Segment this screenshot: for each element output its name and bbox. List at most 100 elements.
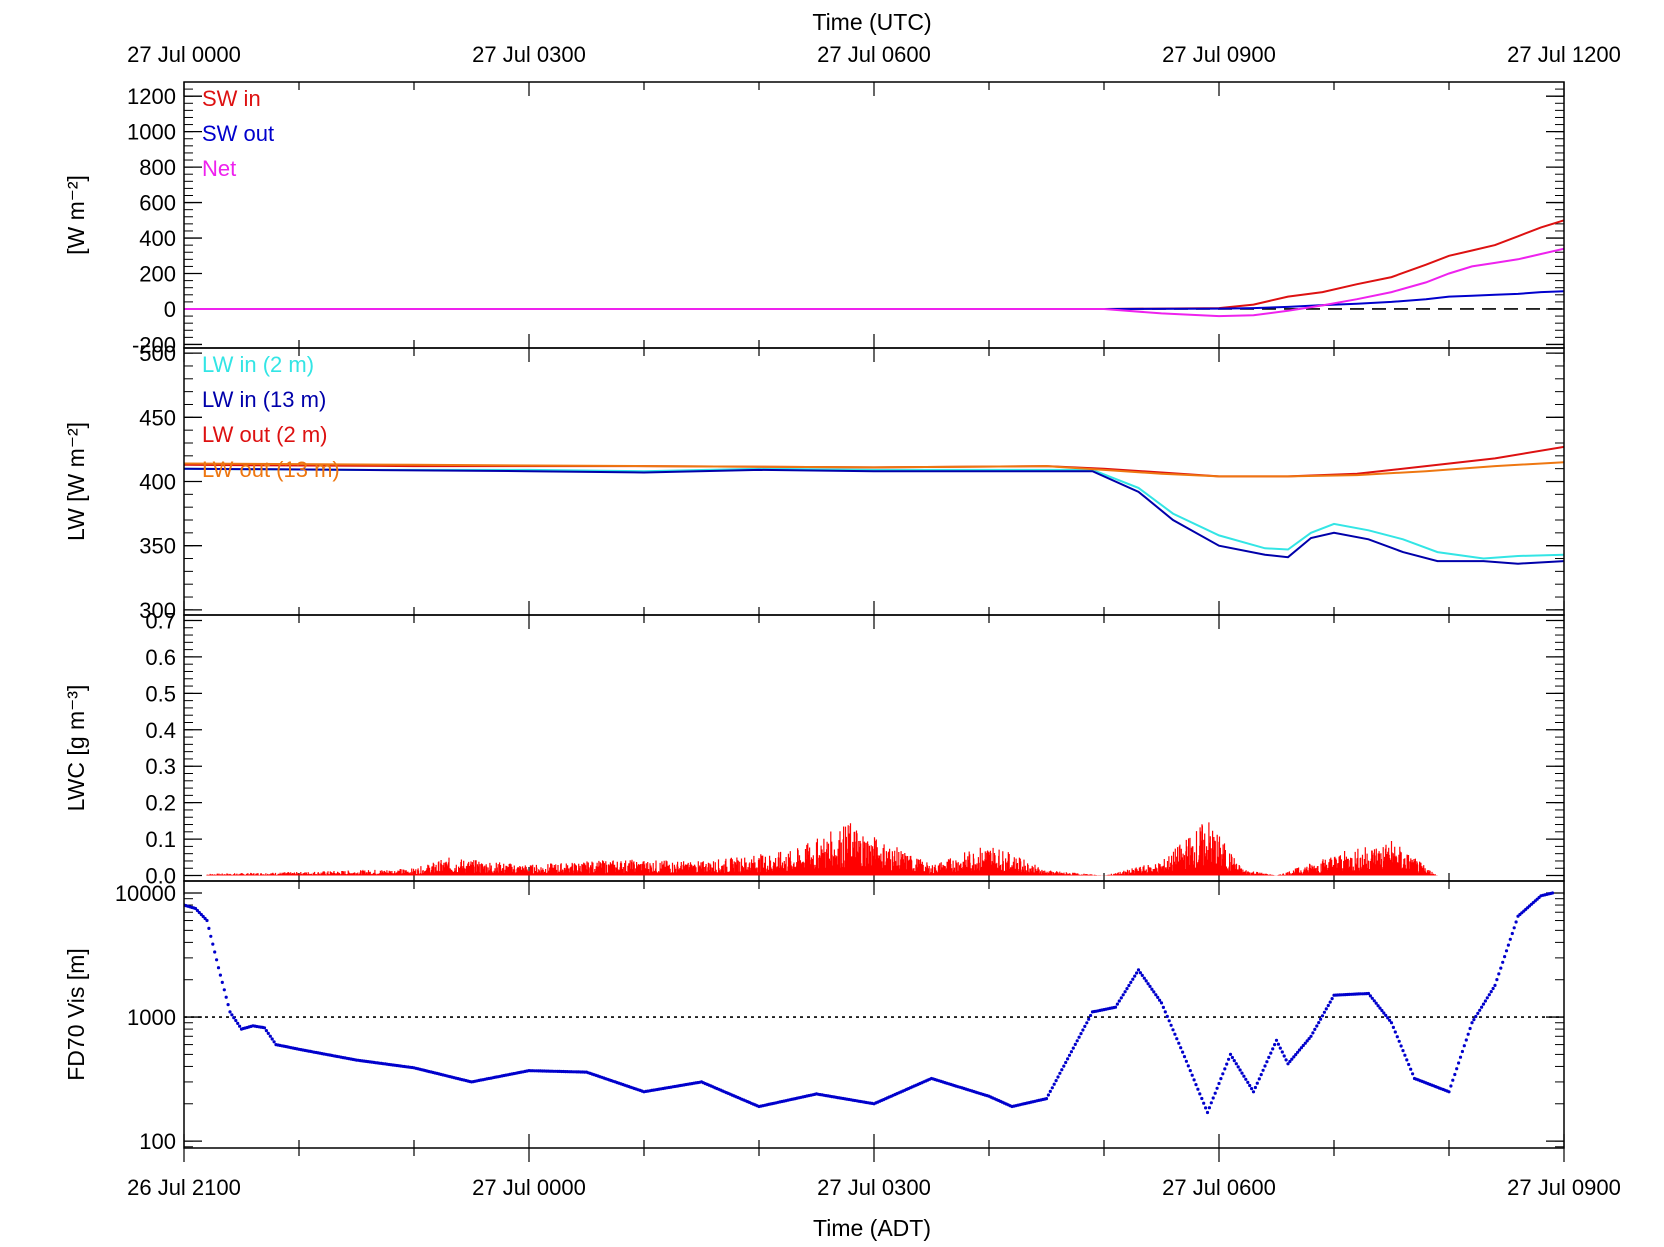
data-point [1192,1078,1196,1082]
data-point [1244,1077,1248,1081]
data-point [1407,1062,1411,1067]
lwc-bars [206,822,1438,876]
y-axis-title: LWC [g m⁻³] [63,685,89,812]
data-point [1165,1014,1169,1019]
data-point [1478,1008,1482,1012]
data-point [1152,990,1156,994]
data-point [1066,1057,1070,1061]
x-tick-label: 27 Jul 0600 [1162,1175,1276,1200]
data-point [262,1026,267,1030]
data-point [1449,1084,1453,1088]
data-point [1062,1064,1066,1068]
legend-entry: LW in (13 m) [202,387,326,412]
data-point [1294,1053,1298,1057]
data-point [1077,1035,1081,1039]
data-point [1510,931,1514,936]
data-point [1401,1049,1405,1053]
data-point [211,942,215,946]
data-point [1205,1110,1210,1115]
data-point [1458,1055,1463,1059]
data-point [1073,1042,1077,1046]
data-point [1393,1030,1397,1034]
data-point [1181,1050,1185,1054]
data-point [1296,1050,1300,1054]
data-point [1411,1072,1415,1076]
y-tick-label: 0.3 [145,754,176,779]
data-point [1330,997,1334,1001]
legend-entry: LW in (2 m) [202,352,314,377]
data-point [1485,996,1489,1000]
data-point [1495,978,1499,982]
data-point [1071,1046,1075,1050]
data-point [1480,1005,1484,1009]
data-point [1052,1082,1056,1086]
data-point [1144,979,1148,983]
x-tick-label: 27 Jul 0300 [817,1175,931,1200]
data-point [216,966,221,970]
data-point [1274,1038,1279,1042]
x-tick-label: 27 Jul 0300 [472,42,586,67]
data-point [1140,973,1144,978]
data-point [1267,1055,1271,1059]
data-point [1163,1010,1167,1014]
data-point [1232,1059,1236,1063]
y-tick-label: 0.5 [145,681,176,706]
data-point [1177,1041,1181,1045]
data-point [1322,1010,1326,1014]
data-point [1119,996,1123,1000]
data-point [272,1040,276,1044]
bottom-x-axis: 26 Jul 2100 27 Jul 0000 27 Jul 0300 27 Jul … [127,1148,1621,1241]
data-point [230,1013,234,1017]
y-tick-label: 600 [139,191,176,216]
data-point [1386,1016,1390,1020]
data-point [1075,1039,1079,1043]
data-point [1278,1046,1282,1050]
data-point [1190,1073,1194,1077]
data-point [1453,1072,1457,1077]
y-tick-label: -200 [132,332,176,357]
data-point [1512,926,1516,930]
data-point [1194,1083,1198,1087]
data-point [1179,1046,1183,1050]
y-tick-label: 400 [139,226,176,251]
y-tick-label: 100 [139,1129,176,1154]
series-lw-3 [184,461,1564,478]
x-tick-label: 27 Jul 0900 [1162,42,1276,67]
data-point [1265,1060,1269,1064]
data-point [232,1016,236,1020]
data-point [1079,1032,1083,1036]
data-point [1370,996,1374,1000]
data-point [1117,999,1121,1003]
data-point [1230,1055,1234,1060]
data-point [203,916,207,921]
data-point [1200,1096,1204,1101]
y-tick-label: 0.1 [145,827,176,852]
data-point [1202,1101,1206,1105]
x-tick-label: 27 Jul 0900 [1507,1175,1621,1200]
data-point [1288,1059,1292,1064]
y-tick-label: 10000 [115,881,176,906]
series-sw-2 [184,247,1564,318]
data-point [1217,1081,1221,1086]
data-point [1175,1037,1179,1041]
data-point [1320,1014,1325,1018]
data-point [213,950,217,954]
y-tick-label: 500 [139,341,176,366]
data-point [1223,1067,1227,1071]
data-point [1269,1051,1273,1055]
data-point [1136,968,1141,972]
data-point [1240,1071,1244,1075]
data-point [1378,1006,1382,1010]
data-point [1146,982,1150,986]
data-point [1391,1025,1395,1029]
data-point [197,910,201,915]
data-point [1503,955,1507,959]
data-point [1135,971,1139,975]
data-point [1282,1054,1286,1058]
data-point [218,973,222,977]
data-point [1271,1047,1275,1051]
data-point [1487,993,1491,997]
data-point [1250,1087,1254,1091]
x-axis-title: Time (UTC) [812,9,931,35]
data-point [1238,1068,1242,1072]
